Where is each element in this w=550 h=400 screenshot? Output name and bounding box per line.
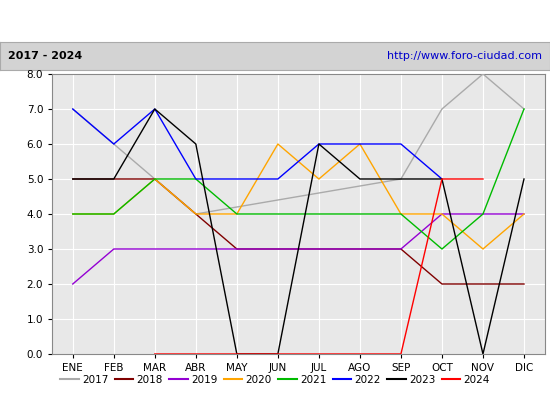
2022	[234, 177, 240, 182]
2017	[521, 106, 527, 111]
2019	[111, 246, 117, 252]
2018	[274, 246, 281, 252]
2021	[521, 106, 527, 111]
2023	[274, 352, 281, 356]
2020	[69, 212, 76, 216]
2024	[439, 177, 446, 182]
2019	[192, 246, 199, 252]
2022	[356, 142, 363, 146]
2023	[398, 177, 404, 182]
2024	[398, 352, 404, 356]
2018	[151, 177, 158, 182]
2022	[111, 142, 117, 146]
Text: http://www.foro-ciudad.com: http://www.foro-ciudad.com	[387, 51, 542, 61]
2023	[439, 177, 446, 182]
2018	[192, 212, 199, 216]
2017	[439, 106, 446, 111]
2020	[192, 212, 199, 216]
2017	[192, 212, 199, 216]
2020	[316, 177, 322, 182]
2022	[439, 177, 446, 182]
2023	[480, 352, 486, 356]
2023	[316, 142, 322, 146]
2017	[398, 177, 404, 182]
2023	[356, 177, 363, 182]
Text: Evolucion del paro registrado en Montealegre de Campos: Evolucion del paro registrado en Monteal…	[50, 14, 501, 28]
2024	[480, 177, 486, 182]
2020	[111, 212, 117, 216]
2018	[111, 177, 117, 182]
Line: 2024: 2024	[155, 179, 483, 354]
2023	[521, 177, 527, 182]
2021	[69, 212, 76, 216]
2020	[234, 212, 240, 216]
Text: 2017 - 2024: 2017 - 2024	[8, 51, 82, 61]
2018	[69, 177, 76, 182]
2020	[398, 212, 404, 216]
2018	[480, 282, 486, 286]
2019	[398, 246, 404, 252]
2023	[192, 142, 199, 146]
2023	[111, 177, 117, 182]
2020	[480, 246, 486, 252]
Line: 2019: 2019	[73, 214, 524, 284]
2022	[316, 142, 322, 146]
2021	[111, 212, 117, 216]
2017	[151, 177, 158, 182]
2021	[480, 212, 486, 216]
2019	[274, 246, 281, 252]
2020	[274, 142, 281, 146]
Line: 2020: 2020	[73, 144, 524, 249]
2022	[274, 177, 281, 182]
Line: 2021: 2021	[73, 109, 524, 249]
2020	[151, 177, 158, 182]
2019	[316, 246, 322, 252]
2020	[439, 212, 446, 216]
2018	[356, 246, 363, 252]
2019	[521, 212, 527, 216]
Legend: 2017, 2018, 2019, 2020, 2021, 2022, 2023, 2024: 2017, 2018, 2019, 2020, 2021, 2022, 2023…	[56, 371, 494, 389]
2018	[439, 282, 446, 286]
2022	[398, 142, 404, 146]
2017	[111, 142, 117, 146]
2021	[274, 212, 281, 216]
2023	[69, 177, 76, 182]
2017	[69, 106, 76, 111]
2018	[234, 246, 240, 252]
2021	[316, 212, 322, 216]
2020	[356, 142, 363, 146]
2024	[151, 352, 158, 356]
2019	[439, 212, 446, 216]
Line: 2017: 2017	[73, 74, 524, 214]
2019	[151, 246, 158, 252]
2022	[69, 106, 76, 111]
2021	[151, 177, 158, 182]
2019	[356, 246, 363, 252]
2018	[398, 246, 404, 252]
2022	[151, 106, 158, 111]
Line: 2018: 2018	[73, 179, 524, 284]
2021	[439, 246, 446, 252]
2021	[398, 212, 404, 216]
Line: 2023: 2023	[73, 109, 524, 354]
2018	[521, 282, 527, 286]
2017	[480, 72, 486, 76]
2018	[316, 246, 322, 252]
2020	[521, 212, 527, 216]
2019	[480, 212, 486, 216]
2021	[356, 212, 363, 216]
Line: 2022: 2022	[73, 109, 442, 179]
2021	[192, 177, 199, 182]
2019	[69, 282, 76, 286]
2022	[192, 177, 199, 182]
2021	[234, 212, 240, 216]
2023	[234, 352, 240, 356]
2019	[234, 246, 240, 252]
2023	[151, 106, 158, 111]
